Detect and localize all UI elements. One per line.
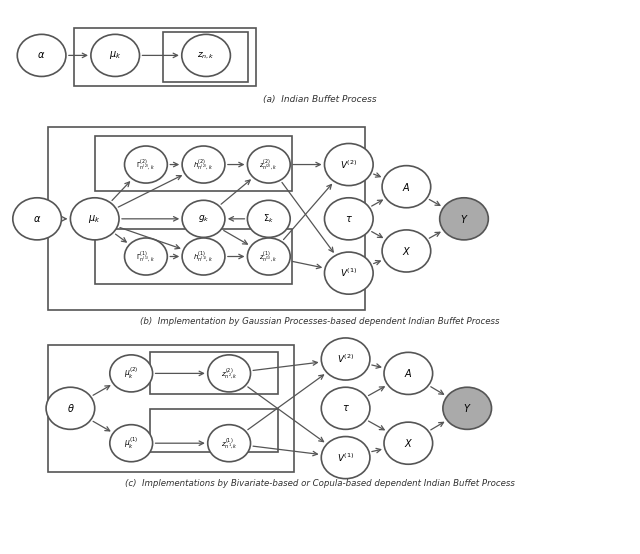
Circle shape: [125, 238, 167, 275]
Text: $\alpha$: $\alpha$: [33, 214, 41, 224]
Circle shape: [248, 146, 290, 183]
Circle shape: [17, 34, 66, 76]
Text: $\alpha$: $\alpha$: [38, 50, 45, 60]
Text: $g_k$: $g_k$: [198, 213, 209, 224]
Text: $z^{(2)}_{n^2,k}$: $z^{(2)}_{n^2,k}$: [221, 366, 237, 381]
Circle shape: [443, 387, 492, 429]
Text: $\Gamma^{(1)}_{n^{(1)},k}$: $\Gamma^{(1)}_{n^{(1)},k}$: [136, 249, 156, 264]
Bar: [74, 28, 256, 86]
Text: (c)  Implementations by Bivariate-based or Copula-based dependent Indian Buffet : (c) Implementations by Bivariate-based o…: [125, 479, 515, 488]
Circle shape: [321, 387, 370, 429]
Circle shape: [208, 355, 250, 392]
Circle shape: [110, 355, 152, 392]
Circle shape: [324, 198, 373, 240]
Text: (b)  Implementation by Gaussian Processes-based dependent Indian Buffet Process: (b) Implementation by Gaussian Processes…: [140, 317, 500, 326]
Circle shape: [248, 201, 290, 237]
Text: $V^{(1)}$: $V^{(1)}$: [337, 452, 355, 464]
Circle shape: [321, 437, 370, 479]
Circle shape: [324, 252, 373, 294]
Bar: [95, 229, 292, 284]
Circle shape: [208, 425, 250, 461]
Circle shape: [382, 230, 431, 272]
Text: (a)  Indian Buffet Process: (a) Indian Buffet Process: [263, 95, 377, 104]
Text: $X$: $X$: [402, 245, 411, 257]
Text: $z^{(1)}_{n^1,k}$: $z^{(1)}_{n^1,k}$: [221, 436, 237, 450]
Text: $\Sigma_k$: $\Sigma_k$: [263, 213, 275, 225]
Circle shape: [384, 422, 433, 464]
Text: $A$: $A$: [404, 367, 413, 379]
Bar: [95, 136, 292, 191]
Bar: [48, 345, 294, 472]
Circle shape: [382, 166, 431, 208]
Text: $Y$: $Y$: [463, 402, 472, 414]
Text: $\mu^{(2)}_k$: $\mu^{(2)}_k$: [124, 366, 138, 381]
Text: $\mu_k$: $\mu_k$: [109, 49, 122, 61]
Circle shape: [384, 352, 433, 394]
Text: $\tau$: $\tau$: [345, 214, 353, 224]
Circle shape: [110, 425, 152, 461]
Bar: [48, 127, 365, 310]
Text: $V^{(1)}$: $V^{(1)}$: [340, 267, 358, 279]
Text: $h^{(2)}_{n^{(2)},k}$: $h^{(2)}_{n^{(2)},k}$: [193, 157, 214, 172]
Text: $z_{n,k}$: $z_{n,k}$: [197, 50, 215, 60]
Bar: [150, 352, 278, 394]
Text: $\mu_k$: $\mu_k$: [88, 213, 101, 225]
Circle shape: [182, 238, 225, 275]
Text: $\Gamma^{(2)}_{n^{(2)},k}$: $\Gamma^{(2)}_{n^{(2)},k}$: [136, 157, 156, 172]
Circle shape: [46, 387, 95, 429]
Bar: [150, 409, 278, 452]
Circle shape: [440, 198, 488, 240]
Text: $V^{(2)}$: $V^{(2)}$: [337, 353, 355, 365]
Circle shape: [182, 34, 230, 76]
Bar: [163, 32, 248, 82]
Text: $\tau$: $\tau$: [342, 403, 349, 413]
Circle shape: [182, 201, 225, 237]
Circle shape: [324, 143, 373, 186]
Text: $z^{(2)}_{n^{(2)},k}$: $z^{(2)}_{n^{(2)},k}$: [259, 157, 278, 172]
Circle shape: [70, 198, 119, 240]
Text: $A$: $A$: [402, 181, 411, 193]
Circle shape: [91, 34, 140, 76]
Circle shape: [13, 198, 61, 240]
Text: $X$: $X$: [404, 437, 413, 449]
Text: $Y$: $Y$: [460, 213, 468, 225]
Text: $\theta$: $\theta$: [67, 402, 74, 414]
Text: $V^{(2)}$: $V^{(2)}$: [340, 158, 358, 171]
Text: $z^{(1)}_{n^{(1)},k}$: $z^{(1)}_{n^{(1)},k}$: [259, 249, 278, 264]
Text: $\mu^{(1)}_k$: $\mu^{(1)}_k$: [124, 435, 138, 451]
Circle shape: [248, 238, 290, 275]
Circle shape: [125, 146, 167, 183]
Text: $h^{(1)}_{n^{(1)},k}$: $h^{(1)}_{n^{(1)},k}$: [193, 249, 214, 264]
Circle shape: [182, 146, 225, 183]
Circle shape: [321, 338, 370, 380]
